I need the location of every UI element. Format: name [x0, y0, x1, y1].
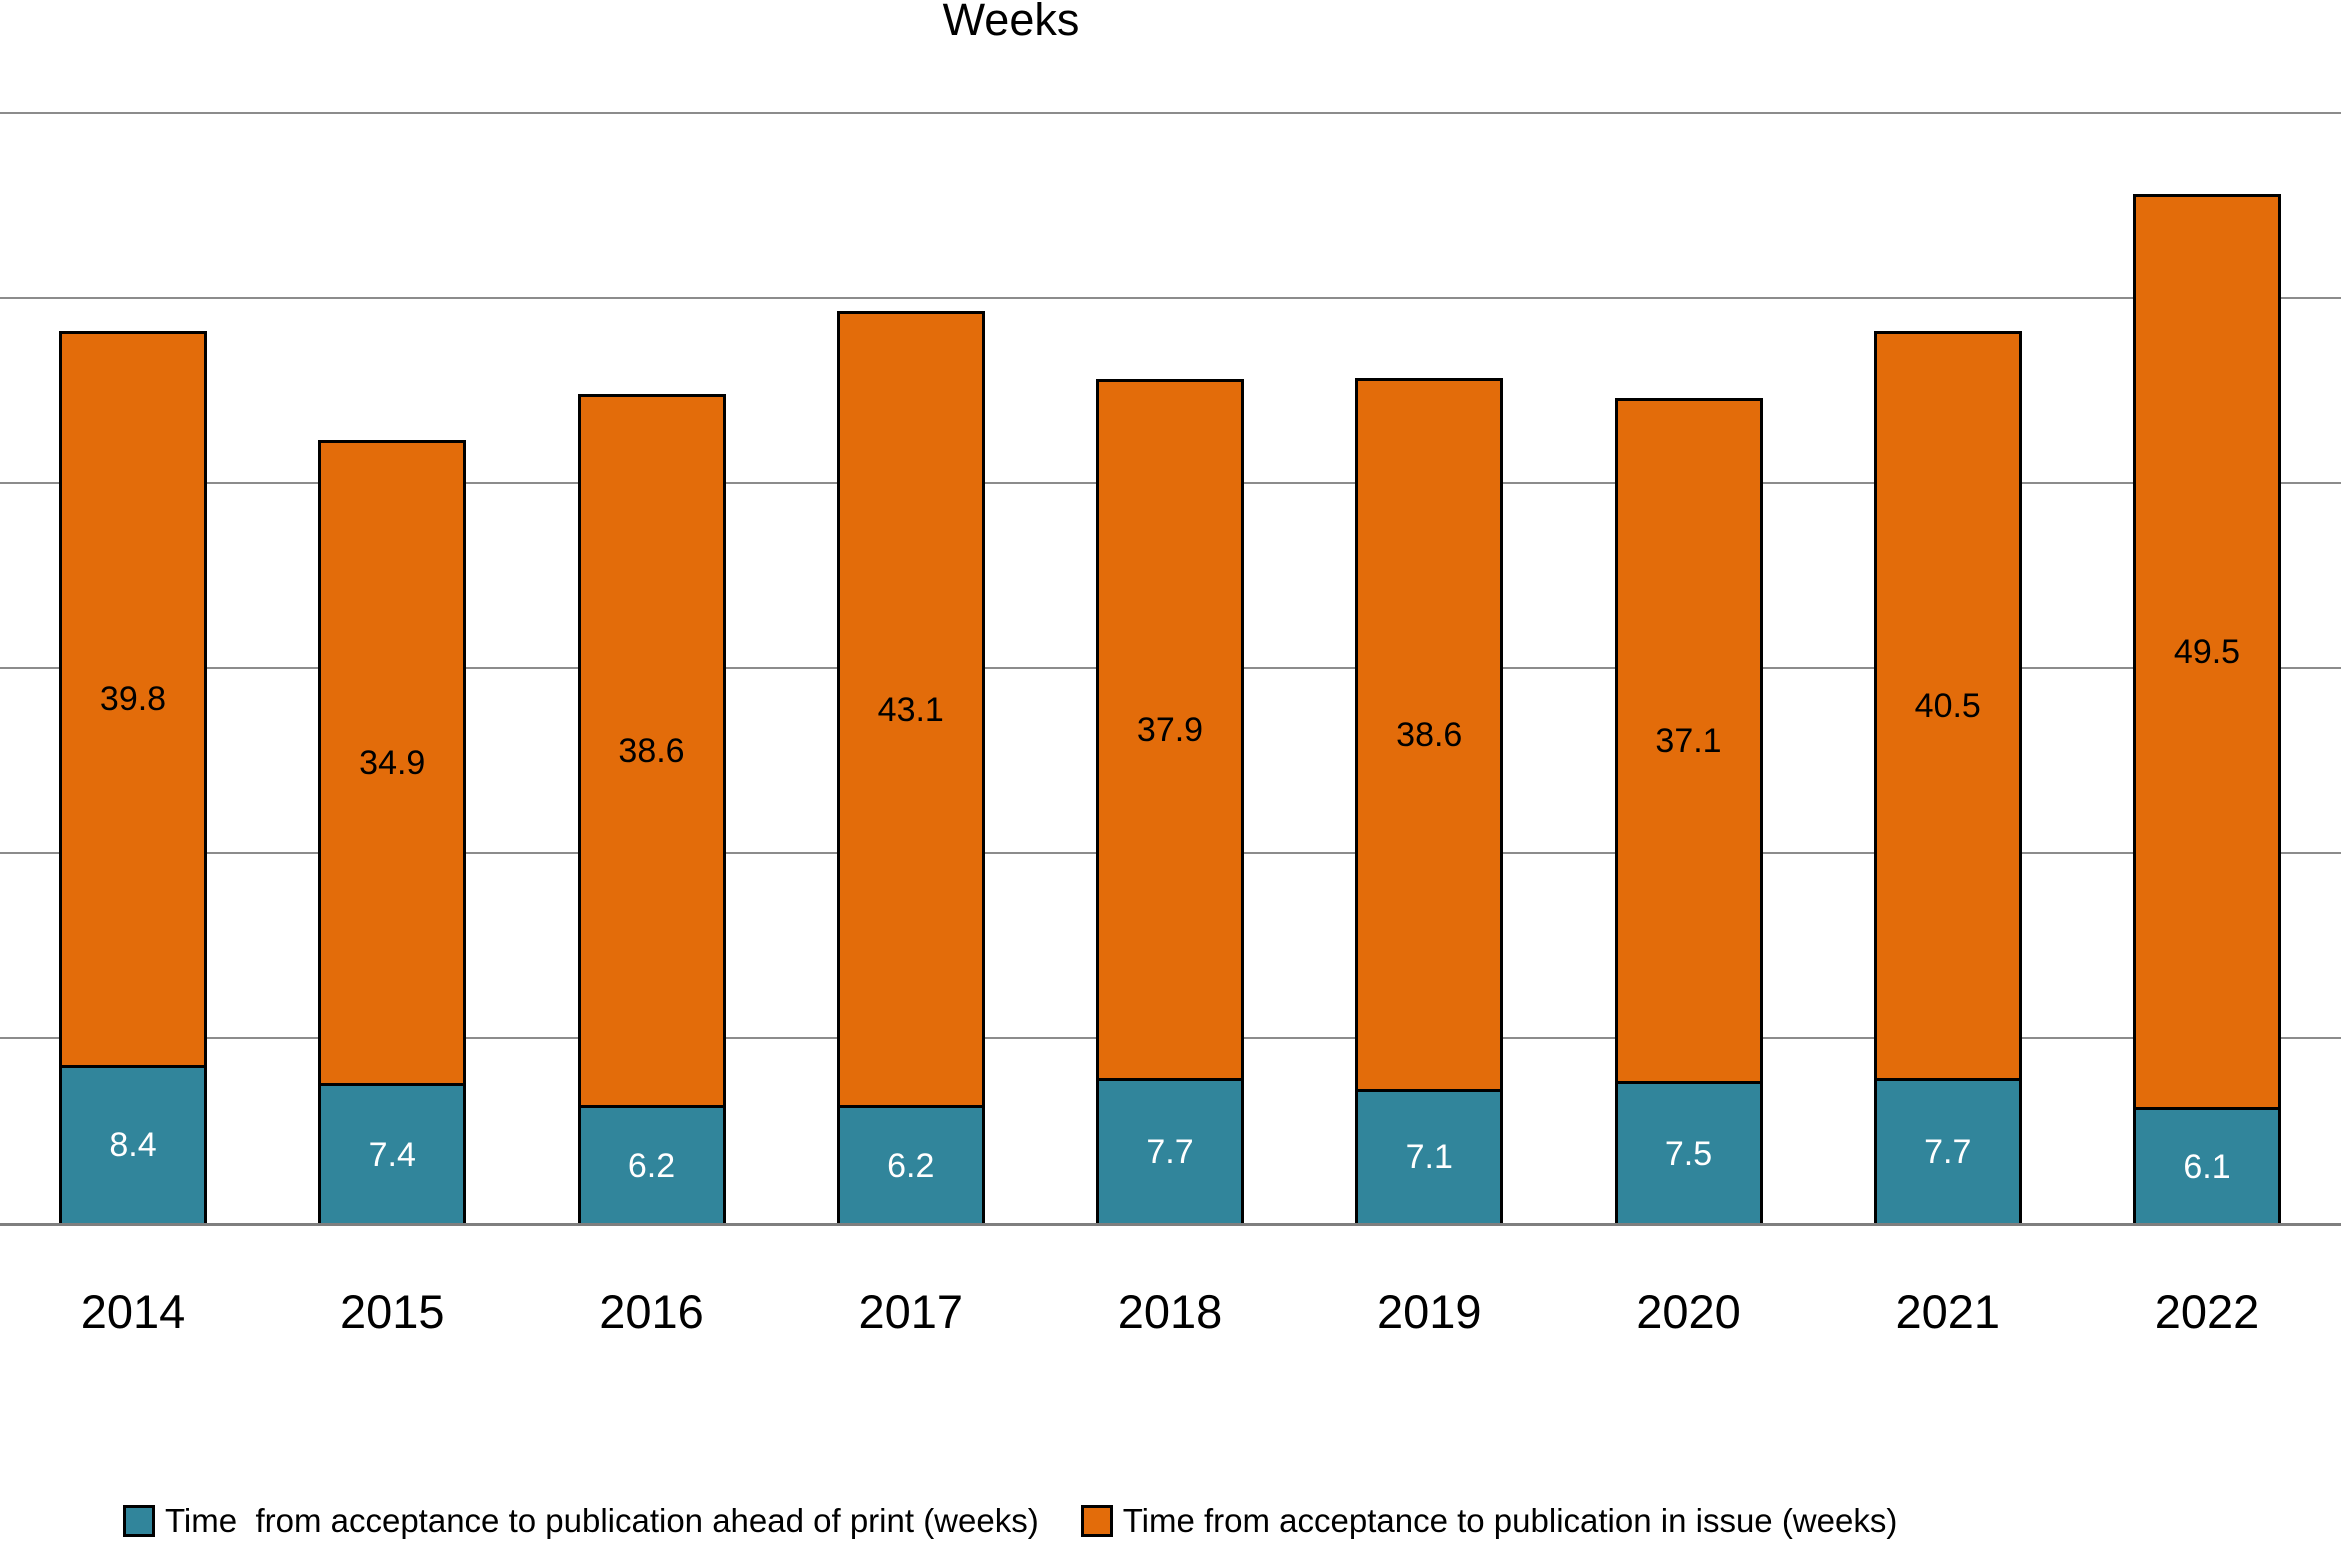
category-label-2019: 2019: [1376, 1285, 1482, 1338]
category-label-2018: 2018: [1117, 1285, 1223, 1338]
legend-label-ahead-of-print: Time from acceptance to publication ahea…: [165, 1502, 1039, 1539]
bar-segment-ahead-of-print-2017: [836, 1108, 985, 1223]
legend: Time from acceptance to publication ahea…: [123, 1502, 1897, 1540]
bar-segment-in-issue-2017: [836, 310, 985, 1109]
bar-segment-in-issue-2014: [59, 331, 207, 1068]
bar-segment-ahead-of-print-2016: [577, 1108, 726, 1223]
category-label-2020: 2020: [1636, 1285, 1741, 1338]
category-label-2021: 2021: [1895, 1285, 2001, 1338]
bar-segment-in-issue-2020: [1614, 397, 1763, 1085]
legend-item-in-issue: Time from acceptance to publication in i…: [1080, 1502, 1898, 1540]
category-label-2022: 2022: [2154, 1285, 2260, 1338]
bar-segment-in-issue-2021: [1873, 331, 2022, 1081]
bar-segment-ahead-of-print-2018: [1096, 1080, 1244, 1223]
bar-segment-ahead-of-print-2014: [59, 1067, 207, 1223]
category-label-2014: 2014: [80, 1285, 186, 1338]
category-label-2015: 2015: [339, 1285, 445, 1338]
legend-label-in-issue: Time from acceptance to publication in i…: [1122, 1502, 1898, 1539]
bar-segment-in-issue-2015: [318, 440, 467, 1087]
bar-segment-in-issue-2018: [1096, 379, 1244, 1081]
bar-segment-in-issue-2022: [2133, 194, 2281, 1111]
bar-segment-ahead-of-print-2020: [1614, 1084, 1763, 1223]
bar-segment-ahead-of-print-2022: [2133, 1110, 2281, 1223]
bar-segment-ahead-of-print-2015: [318, 1086, 467, 1223]
bar-segment-in-issue-2019: [1355, 377, 1504, 1092]
bar-segment-ahead-of-print-2021: [1873, 1080, 2022, 1223]
legend-swatch-ahead-of-print: [123, 1505, 155, 1537]
bar-segment-in-issue-2016: [577, 394, 726, 1109]
chart-title: Weeks: [942, 0, 1080, 45]
legend-swatch-in-issue: [1080, 1505, 1113, 1537]
x-axis-line: [0, 1223, 2341, 1226]
category-label-2016: 2016: [599, 1285, 704, 1338]
legend-item-ahead-of-print: Time from acceptance to publication ahea…: [123, 1502, 1039, 1540]
bar-segment-ahead-of-print-2019: [1355, 1091, 1504, 1223]
category-label-2017: 2017: [858, 1285, 964, 1338]
gridline-60: [0, 112, 2341, 114]
gridline-50: [0, 297, 2341, 299]
